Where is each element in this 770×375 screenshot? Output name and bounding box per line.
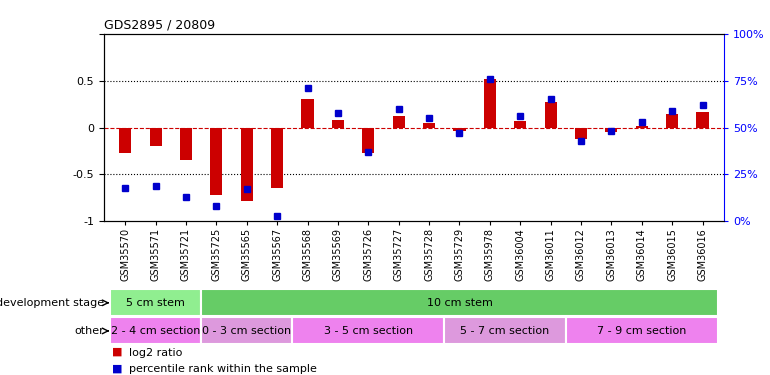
Bar (149, 128, 162, 146)
Bar (332, 120, 344, 128)
Text: 10 cm stem: 10 cm stem (427, 298, 492, 308)
Bar (666, 114, 678, 128)
Text: 5 cm stem: 5 cm stem (126, 298, 185, 308)
Bar (636, 126, 648, 128)
Text: 5 - 7 cm section: 5 - 7 cm section (460, 326, 550, 336)
Text: ■: ■ (112, 364, 122, 374)
Text: development stage: development stage (0, 298, 104, 308)
Bar (575, 128, 587, 139)
Bar (271, 128, 283, 188)
Text: 0 - 3 cm section: 0 - 3 cm section (203, 326, 291, 336)
Bar (119, 128, 132, 153)
Bar (544, 102, 557, 128)
Bar (241, 128, 253, 201)
Bar (362, 128, 374, 153)
Bar (293, 317, 444, 344)
Bar (201, 317, 293, 344)
Bar (110, 290, 201, 316)
Bar (201, 290, 718, 316)
Bar (180, 128, 192, 160)
Bar (301, 99, 313, 128)
Bar (444, 317, 566, 344)
Text: 3 - 5 cm section: 3 - 5 cm section (323, 326, 413, 336)
Bar (210, 128, 223, 195)
Text: ■: ■ (112, 347, 122, 357)
Text: 7 - 9 cm section: 7 - 9 cm section (597, 326, 686, 336)
Text: log2 ratio: log2 ratio (129, 348, 182, 358)
Bar (454, 128, 466, 131)
Bar (393, 116, 405, 128)
Text: percentile rank within the sample: percentile rank within the sample (129, 364, 316, 375)
Bar (696, 112, 708, 128)
Text: other: other (75, 326, 104, 336)
Text: 2 - 4 cm section: 2 - 4 cm section (111, 326, 200, 336)
Text: GDS2895 / 20809: GDS2895 / 20809 (104, 18, 215, 31)
Bar (566, 317, 718, 344)
Bar (605, 128, 618, 132)
Bar (110, 317, 201, 344)
Bar (514, 121, 527, 128)
Bar (484, 79, 496, 128)
Bar (423, 123, 435, 128)
